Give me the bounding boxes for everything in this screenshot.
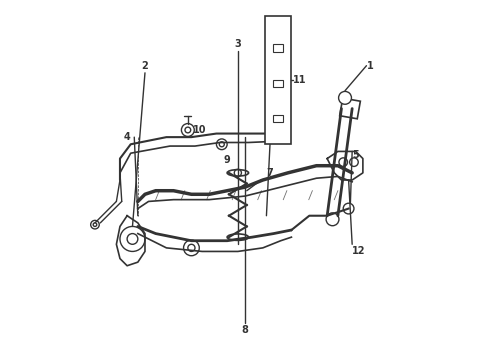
- Text: 7: 7: [267, 168, 273, 178]
- Text: 4: 4: [124, 132, 130, 142]
- Text: 6: 6: [270, 132, 277, 142]
- Bar: [273, 80, 283, 87]
- Text: 11: 11: [293, 75, 307, 85]
- Text: 3: 3: [235, 39, 241, 49]
- Circle shape: [339, 91, 351, 104]
- Bar: [265, 16, 292, 144]
- Text: 2: 2: [142, 61, 148, 71]
- Text: 8: 8: [242, 325, 248, 335]
- Text: 9: 9: [223, 156, 230, 165]
- Bar: [273, 115, 283, 122]
- Ellipse shape: [227, 234, 248, 240]
- Bar: [273, 44, 283, 51]
- Bar: [340, 98, 360, 119]
- Circle shape: [217, 139, 227, 150]
- Text: 5: 5: [352, 150, 359, 160]
- Circle shape: [181, 123, 194, 136]
- Text: 12: 12: [352, 247, 366, 256]
- Circle shape: [326, 213, 339, 226]
- Ellipse shape: [227, 170, 248, 176]
- Text: 10: 10: [193, 125, 207, 135]
- Text: 1: 1: [367, 61, 373, 71]
